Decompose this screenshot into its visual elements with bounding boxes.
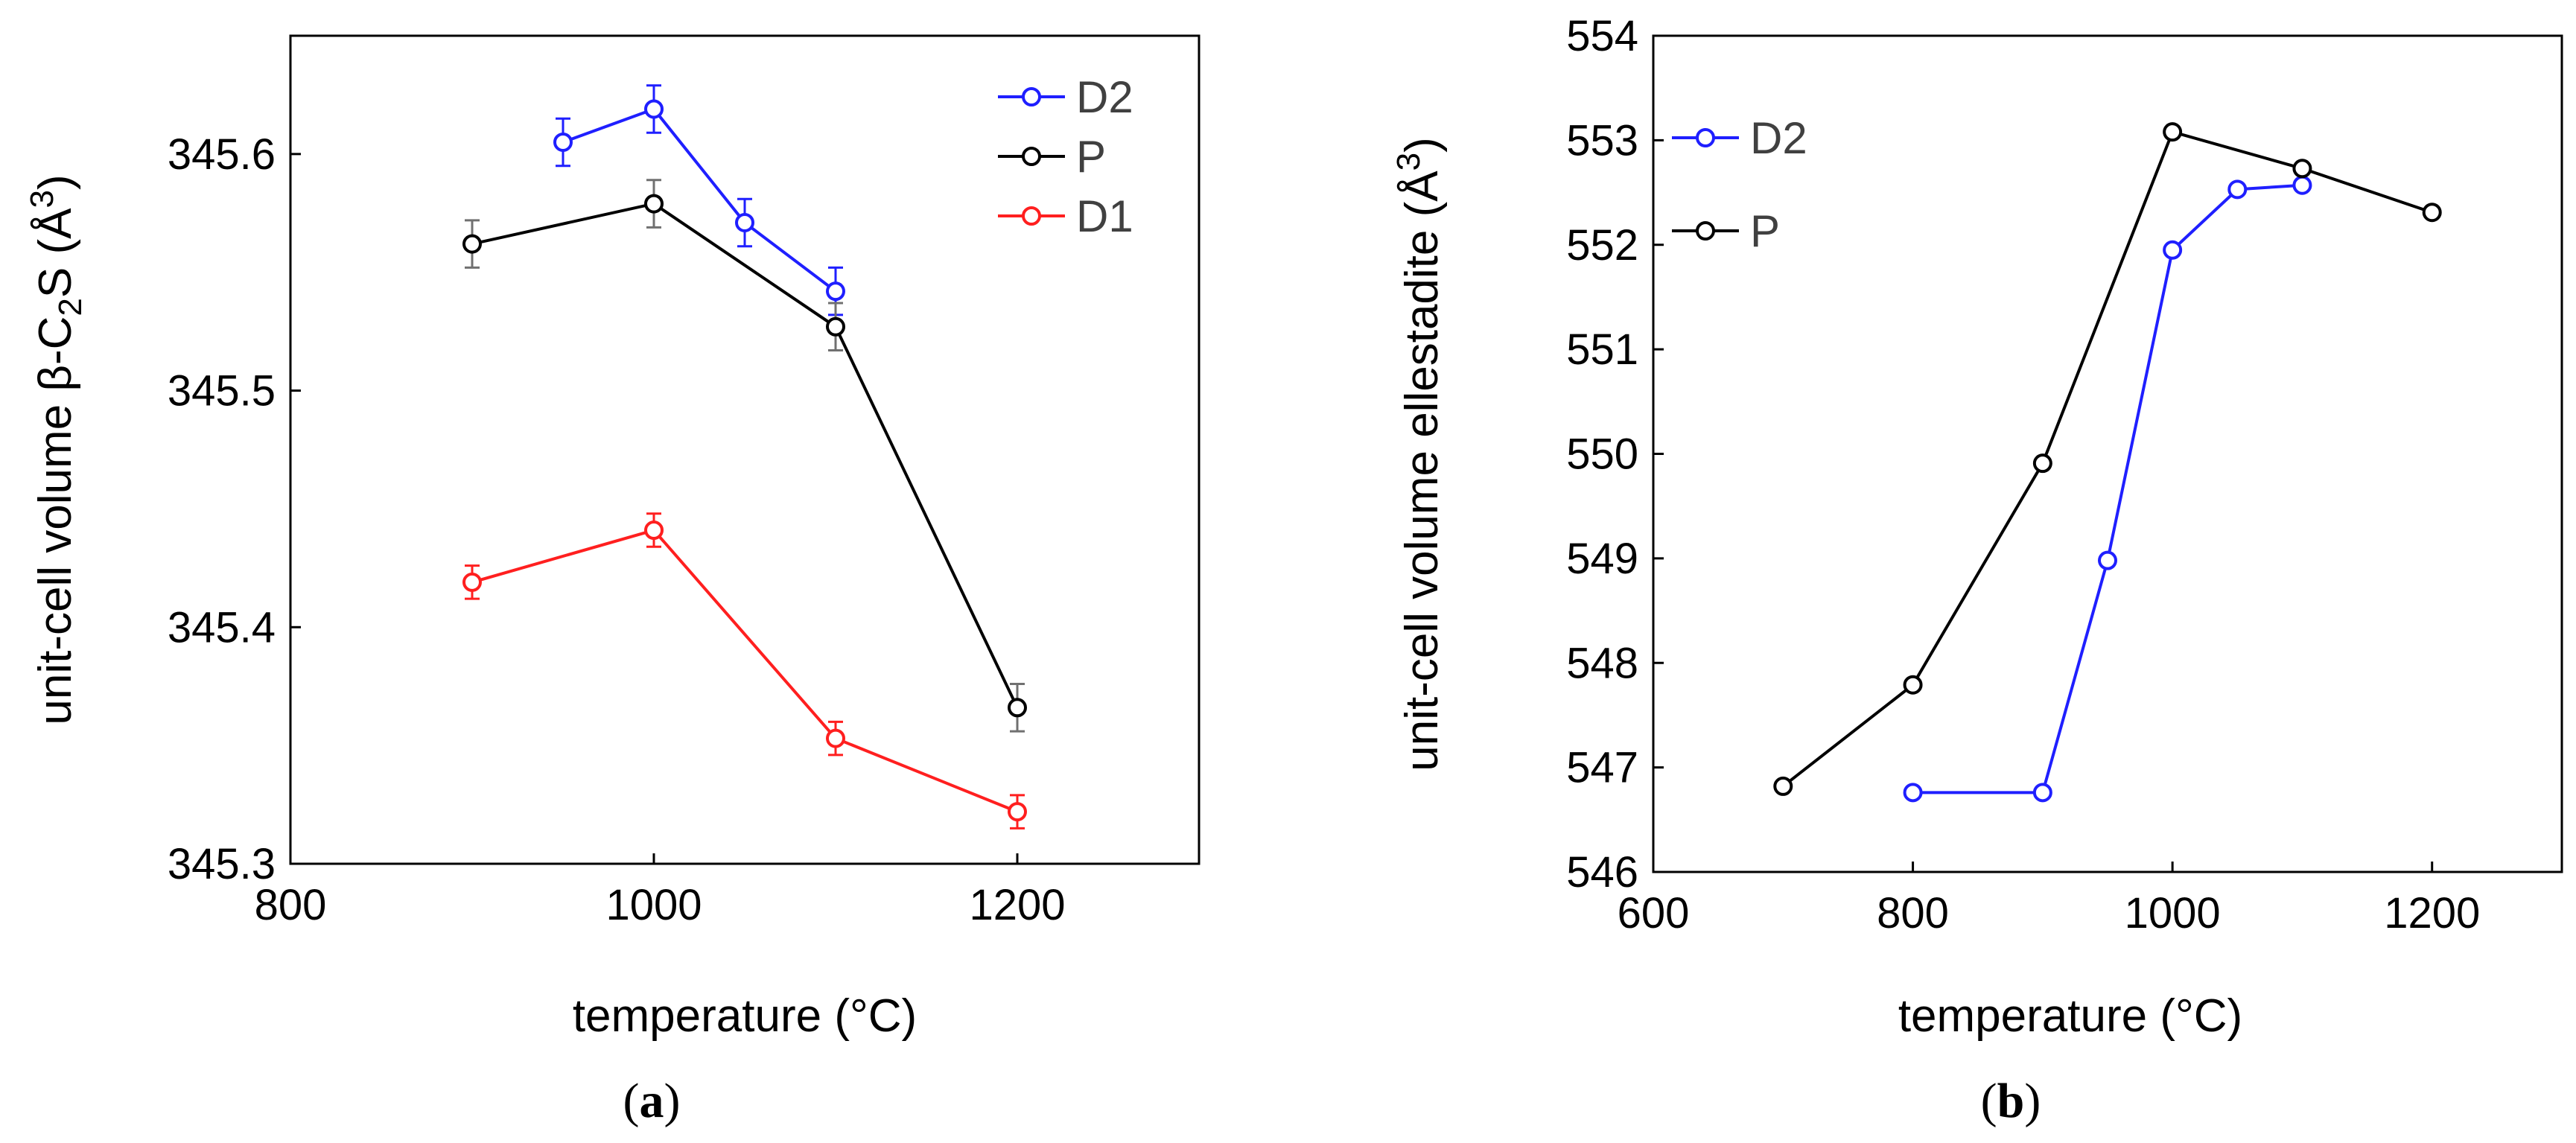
x-tick-label: 1000 <box>2125 889 2221 937</box>
legend-label-d1: D1 <box>1076 191 1133 241</box>
data-point-p <box>1903 675 1923 695</box>
panel-b: 600 800 1000 1200 546 547 548 549 550 551 552 553 55… <box>1390 12 2563 1128</box>
y-axis-label-b: unit-cell volume ellestadite (Å3) <box>1390 137 1448 771</box>
y-tick-label: 554 <box>1566 12 1638 60</box>
legend-item-p: P <box>998 132 1106 182</box>
x-tick-label: 1200 <box>2384 889 2480 937</box>
legend-item-d2: D2 <box>998 72 1133 122</box>
y-tick-label: 549 <box>1566 535 1638 583</box>
caption-b: (b) <box>1981 1074 2041 1128</box>
y-tick-label: 552 <box>1566 221 1638 270</box>
series-line-p <box>1782 130 2433 788</box>
data-point-p <box>1008 698 1027 718</box>
data-point-d2 <box>2292 175 2312 195</box>
x-tick-label: 1000 <box>605 881 702 929</box>
y-tick-label: 345.6 <box>168 130 276 179</box>
y-tick-label: 345.3 <box>168 840 276 888</box>
y-tick-label: 547 <box>1566 744 1638 792</box>
y-tick-label: 553 <box>1566 116 1638 165</box>
series-line-d2 <box>1912 183 2303 795</box>
data-point-d2 <box>553 132 573 152</box>
data-point-p <box>644 194 664 214</box>
legend-label-d2: D2 <box>1076 72 1133 122</box>
x-axis-label-a: temperature (°C) <box>573 990 917 1042</box>
y-tick-label: 550 <box>1566 430 1638 479</box>
axis-ticks-a: 800 1000 1200 345.3 345.4 345.5 345.6 <box>168 130 1066 929</box>
x-tick-label: 600 <box>1618 889 1690 937</box>
data-point-p <box>1773 776 1793 796</box>
data-point-p <box>2422 203 2442 223</box>
data-point-d1 <box>826 728 845 748</box>
legend-label-p: P <box>1750 206 1780 256</box>
legend-item-d2: D2 <box>1672 113 1807 163</box>
data-point-p <box>826 316 845 337</box>
x-axis-label-b: temperature (°C) <box>1898 990 2242 1042</box>
x-tick-label: 800 <box>1877 889 1949 937</box>
data-point-d2 <box>1903 783 1923 803</box>
data-point-p <box>462 234 482 254</box>
y-axis-label-a: unit-cell volume β-C2S (Å3) <box>24 174 89 725</box>
series-line-d2 <box>562 107 837 293</box>
legend-item-p: P <box>1672 206 1780 256</box>
y-tick-label: 548 <box>1566 639 1638 687</box>
data-point-d2 <box>2163 240 2183 260</box>
data-point-d2 <box>2098 550 2117 570</box>
series-line-d1 <box>471 528 1018 813</box>
series-line-p <box>471 202 1019 709</box>
legend-b: D2 P <box>1672 113 1807 256</box>
legend-label-p: P <box>1076 132 1106 182</box>
y-tick-label: 551 <box>1566 325 1638 374</box>
panel-a: 800 1000 1200 345.3 345.4 345.5 345.6 D2 P D1 te… <box>24 34 1200 1128</box>
y-tick-label: 345.4 <box>168 603 276 652</box>
y-tick-label: 345.5 <box>168 367 276 416</box>
data-point-d2 <box>2227 179 2248 200</box>
axis-ticks-b: 600 800 1000 1200 546 547 548 549 550 551 552 553 55… <box>1566 12 2480 937</box>
x-tick-label: 800 <box>255 881 327 929</box>
series-b <box>1773 122 2442 803</box>
caption-a: (a) <box>623 1074 681 1128</box>
y-tick-label: 546 <box>1566 848 1638 897</box>
data-point-d1 <box>644 520 664 541</box>
legend-a: D2 P D1 <box>998 72 1133 241</box>
data-point-d2 <box>826 281 845 302</box>
legend-item-d1: D1 <box>998 191 1133 241</box>
data-point-d1 <box>462 572 482 592</box>
data-point-d2 <box>644 99 664 119</box>
x-tick-label: 1200 <box>969 881 1065 929</box>
data-point-d2 <box>735 212 754 232</box>
plot-area-a <box>289 34 1200 865</box>
legend-label-d2: D2 <box>1750 113 1807 163</box>
data-point-p <box>2032 453 2052 474</box>
data-point-p <box>2163 122 2183 142</box>
data-point-d1 <box>1008 802 1027 822</box>
data-point-d2 <box>2032 783 2052 803</box>
data-point-p <box>2292 159 2312 179</box>
series-a <box>462 84 1027 830</box>
